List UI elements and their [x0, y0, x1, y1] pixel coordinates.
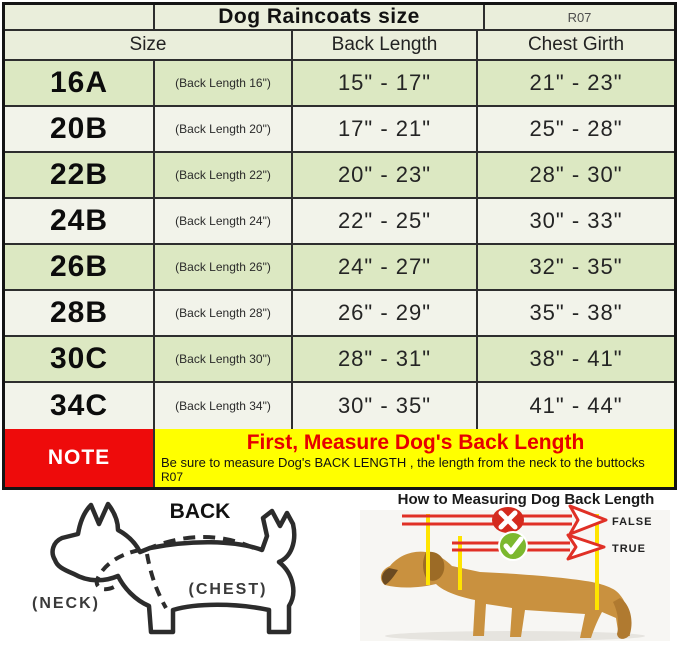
table-row: 22B (Back Length 22") 20" - 23" 28" - 30… — [5, 153, 674, 199]
size-cell: 30C — [49, 342, 109, 375]
size-chart-table: Dog Raincoats size R07 Size Back Length … — [2, 2, 677, 490]
back-length-cell: 28" - 31" — [291, 337, 476, 381]
size-cell: 26B — [49, 250, 109, 283]
photo-guide-title: How to Measuring Dog Back Length — [398, 491, 655, 508]
back-length-cell: 30" - 35" — [291, 383, 476, 429]
back-measure-dashed-line — [144, 535, 259, 552]
back-length-cell: 22" - 25" — [291, 199, 476, 243]
back-length-cell: 24" - 27" — [291, 245, 476, 289]
back-label: BACK — [170, 500, 231, 523]
chest-girth-cell: 38" - 41" — [476, 337, 674, 381]
back-length-note-cell: (Back Length 26") — [153, 245, 291, 289]
table-row: 30C (Back Length 30") 28" - 31" 38" - 41… — [5, 337, 674, 383]
column-header-size: Size — [129, 34, 167, 55]
chest-measure-dashed-line — [145, 553, 168, 609]
back-length-photo-guide: How to Measuring Dog Back Length FALSE — [340, 490, 679, 641]
size-cell: 16A — [49, 66, 109, 99]
true-arrow-head — [566, 533, 606, 561]
back-length-note-cell: (Back Length 24") — [153, 199, 291, 243]
back-length-cell: 20" - 23" — [291, 153, 476, 197]
back-length-note-cell: (Back Length 22") — [153, 153, 291, 197]
chest-girth-cell: 41" - 44" — [476, 383, 674, 429]
check-mark-icon — [503, 536, 524, 555]
dog-outline-drawing-icon: BACK (NECK) (CHEST) — [32, 500, 297, 635]
note-badge: NOTE — [5, 429, 153, 487]
size-cell: 28B — [49, 296, 109, 329]
title-row: Dog Raincoats size R07 — [5, 5, 674, 31]
note-body-text: Be sure to measure Dog's BACK LENGTH , t… — [161, 455, 645, 470]
title-spacer-cell — [5, 5, 153, 29]
title-ref-code: R07 — [483, 5, 674, 29]
chest-girth-cell: 21" - 23" — [476, 61, 674, 105]
size-cell: 20B — [49, 112, 109, 145]
column-header-chest-girth: Chest Girth — [476, 31, 674, 59]
back-length-note-cell: (Back Length 28") — [153, 291, 291, 335]
size-cell: 24B — [49, 204, 109, 237]
measuring-illustrations: BACK (NECK) (CHEST) How to Measuring Dog… — [0, 490, 679, 641]
false-arrow-lines — [402, 514, 572, 526]
true-label: TRUE — [612, 543, 646, 555]
size-cell: 34C — [49, 389, 109, 422]
neck-label: (NECK) — [32, 595, 100, 612]
chest-girth-cell: 35" - 38" — [476, 291, 674, 335]
back-length-note-cell: (Back Length 34") — [153, 383, 291, 429]
dog-outline-diagram: BACK (NECK) (CHEST) — [0, 490, 340, 641]
page-title: Dog Raincoats size — [153, 5, 483, 29]
back-length-cell: 15" - 17" — [291, 61, 476, 105]
table-row: 34C (Back Length 34") 30" - 35" 41" - 44… — [5, 383, 674, 429]
chest-girth-cell: 28" - 30" — [476, 153, 674, 197]
back-length-note-cell: (Back Length 20") — [153, 107, 291, 151]
cross-mark-icon — [498, 510, 518, 530]
false-label: FALSE — [612, 516, 652, 528]
dog-photo-guide-icon: How to Measuring Dog Back Length FALSE — [360, 491, 670, 641]
table-row: 16A (Back Length 16") 15" - 17" 21" - 23… — [5, 61, 674, 107]
note-content: First, Measure Dog's Back Length Be sure… — [153, 429, 674, 487]
table-row: 24B (Back Length 24") 22" - 25" 30" - 33… — [5, 199, 674, 245]
dog-photo-tail — [613, 598, 632, 639]
back-length-cell: 26" - 29" — [291, 291, 476, 335]
back-length-cell: 17" - 21" — [291, 107, 476, 151]
size-cell: 22B — [49, 158, 109, 191]
neck-measure-dashed-line — [94, 548, 141, 592]
note-heading: First, Measure Dog's Back Length — [246, 431, 585, 454]
dog-photo-muzzle — [381, 568, 398, 585]
dog-photo-body — [380, 551, 630, 638]
size-table-body: 16A (Back Length 16") 15" - 17" 21" - 23… — [5, 61, 674, 429]
back-length-note-cell: (Back Length 16") — [153, 61, 291, 105]
column-header-back-length: Back Length — [291, 31, 476, 59]
back-length-note-cell: (Back Length 30") — [153, 337, 291, 381]
header-row: Size Back Length Chest Girth — [5, 31, 674, 61]
dog-body-outline — [50, 501, 297, 635]
table-row: 28B (Back Length 28") 26" - 29" 35" - 38… — [5, 291, 674, 337]
chest-label: (CHEST) — [189, 581, 268, 598]
table-row: 20B (Back Length 20") 17" - 21" 25" - 28… — [5, 107, 674, 153]
false-arrow-head — [568, 504, 608, 536]
chest-girth-cell: 32" - 35" — [476, 245, 674, 289]
chest-girth-cell: 25" - 28" — [476, 107, 674, 151]
note-row: NOTE First, Measure Dog's Back Length Be… — [5, 429, 674, 487]
note-ref-code: R07 — [161, 470, 184, 484]
table-row: 26B (Back Length 26") 24" - 27" 32" - 35… — [5, 245, 674, 291]
chest-girth-cell: 30" - 33" — [476, 199, 674, 243]
